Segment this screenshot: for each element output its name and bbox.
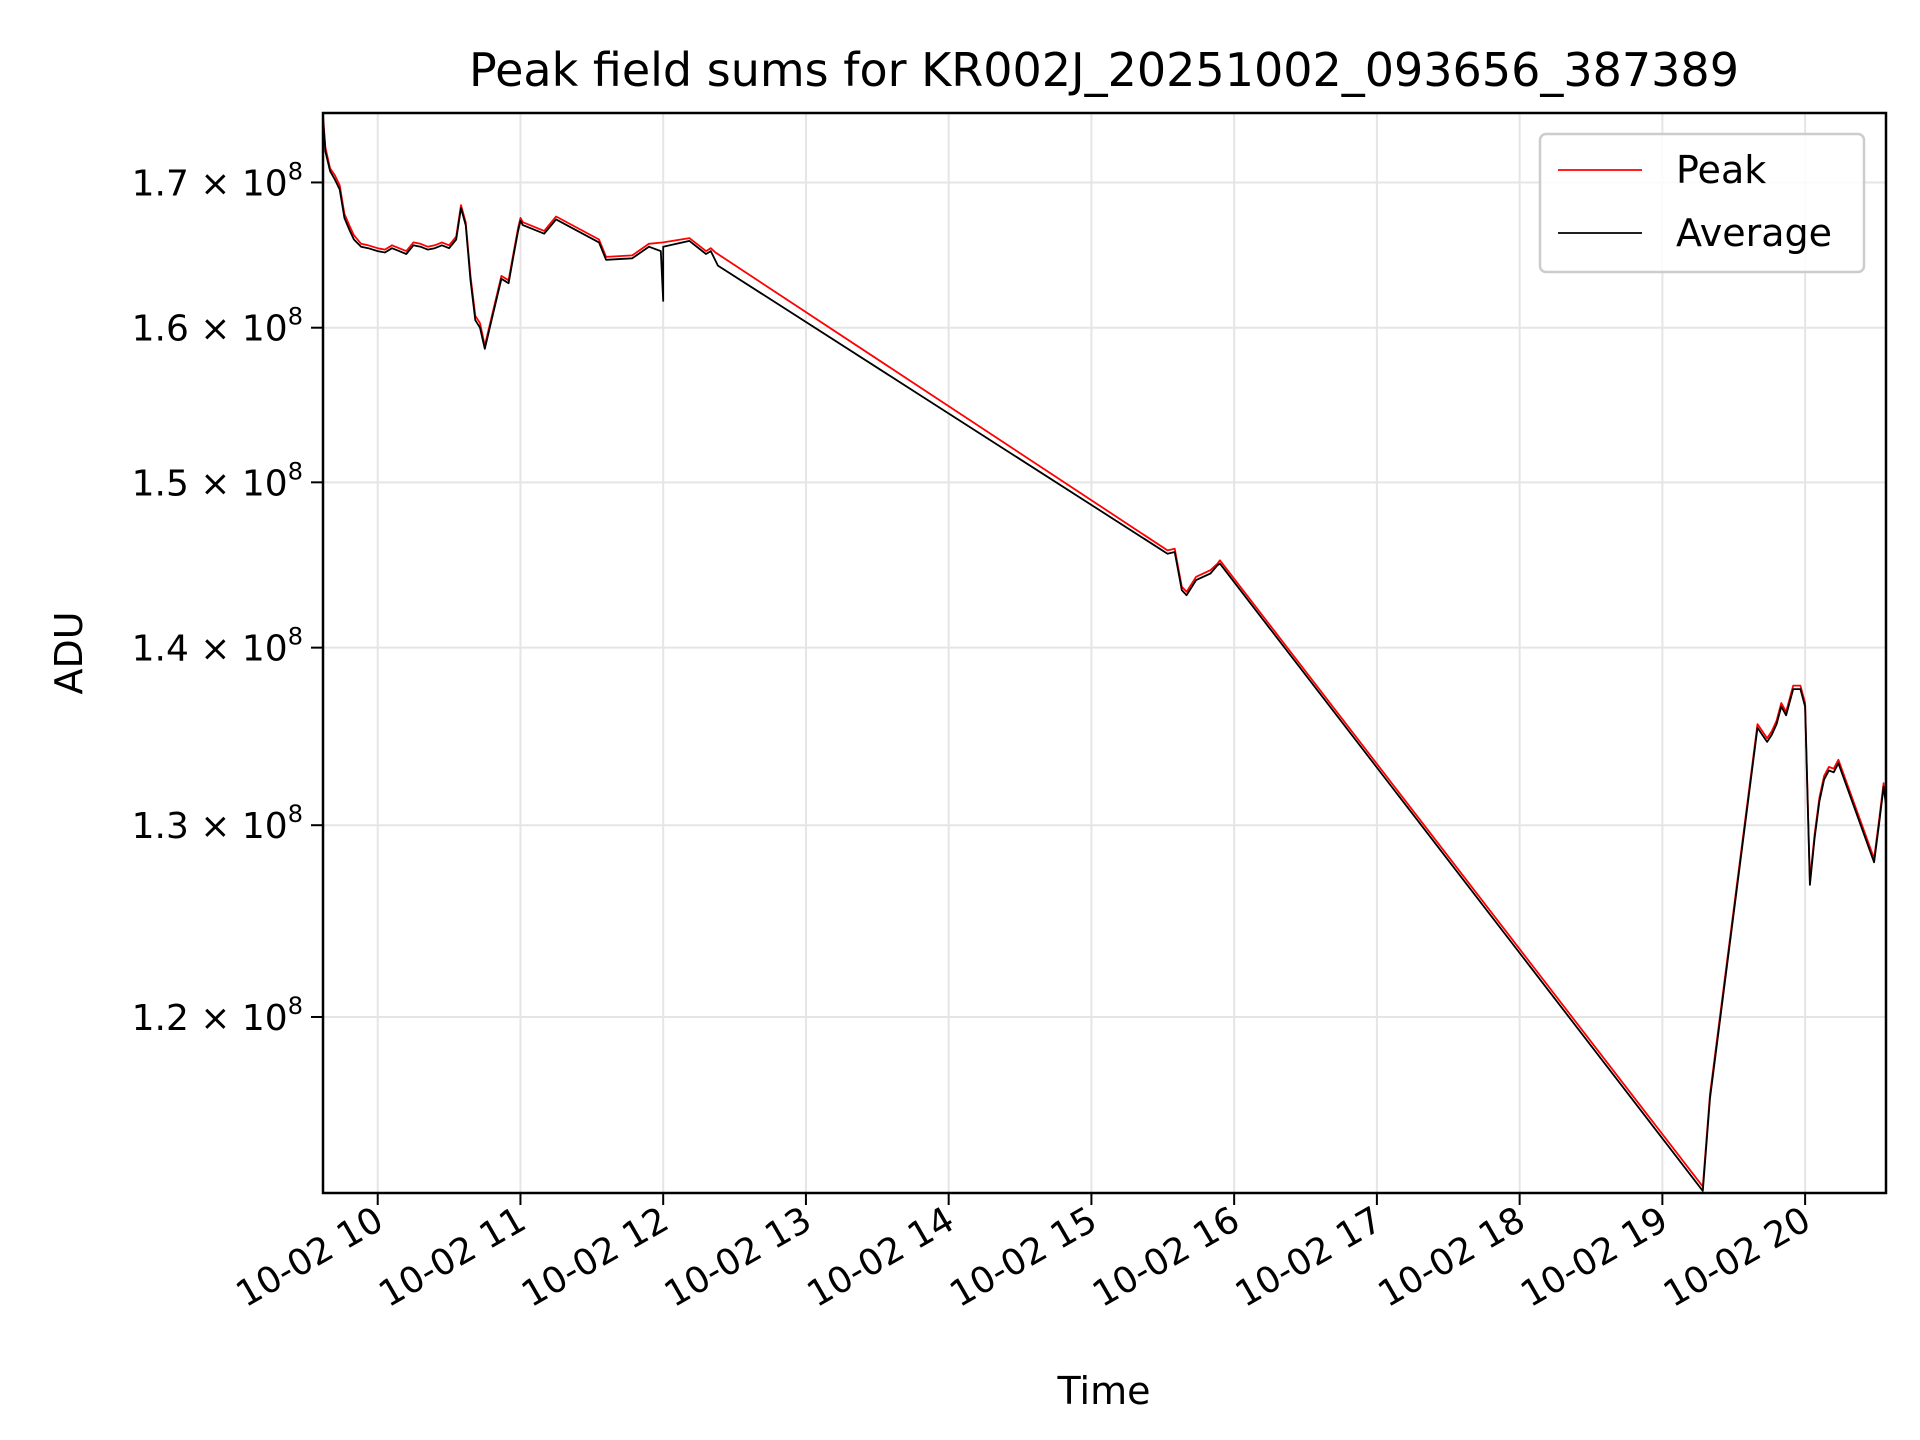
legend-label-average: Average: [1676, 211, 1832, 255]
x-tick-label: 10-02 17: [1229, 1199, 1390, 1315]
y-tick-label: 1.7 × 108: [132, 157, 303, 204]
x-tick-label: 10-02 16: [1086, 1199, 1247, 1315]
x-axis-label: Time: [1057, 1369, 1151, 1413]
series-line-average: [323, 118, 1886, 1192]
x-tick-label: 10-02 19: [1514, 1199, 1675, 1315]
y-tick-label: 1.5 × 108: [132, 457, 303, 504]
legend: Peak Average: [1538, 132, 1866, 274]
x-tick-label: 10-02 14: [801, 1199, 962, 1315]
y-axis-label: ADU: [47, 611, 91, 694]
y-tick-label: 1.6 × 108: [132, 303, 303, 350]
grid-lines: [323, 113, 1886, 1193]
x-tick-label: 10-02 10: [230, 1199, 391, 1315]
legend-box: [1538, 132, 1866, 274]
y-tick-label: 1.4 × 108: [132, 623, 303, 670]
y-tick-label: 1.3 × 108: [132, 800, 303, 847]
x-tick-label: 10-02 15: [943, 1199, 1104, 1315]
plot-area-frame: [321, 111, 1888, 1195]
legend-label-peak: Peak: [1676, 148, 1766, 192]
x-tick-label: 10-02 13: [658, 1199, 819, 1315]
chart-title: Peak field sums for KR002J_20251002_0936…: [469, 43, 1739, 97]
series-line-peak: [323, 115, 1886, 1188]
x-tick-label: 10-02 18: [1371, 1199, 1532, 1315]
x-tick-label: 10-02 12: [515, 1199, 676, 1315]
y-tick-label: 1.2 × 108: [132, 992, 303, 1039]
series-layer: [323, 115, 1886, 1192]
y-axis-ticks: 1.2 × 108 1.3 × 108 1.4 × 108 1.5 × 108 1.6 …: [132, 157, 323, 1039]
x-tick-label: 10-02 20: [1657, 1199, 1818, 1315]
x-tick-label: 10-02 11: [372, 1199, 533, 1315]
